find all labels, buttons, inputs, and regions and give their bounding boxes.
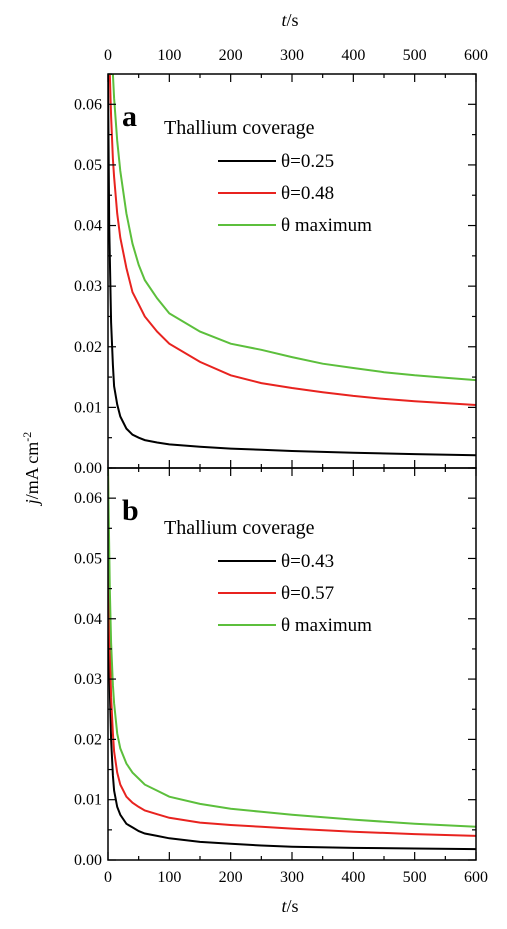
panel-b-series-line-1	[108, 498, 476, 851]
panel-b-legend-label-1: θ=0.43	[281, 551, 334, 572]
panel-a-y-tick-label: 0.06	[74, 96, 102, 113]
panel-a-y-tick-label: 0.00	[74, 460, 102, 477]
panel-b-y-tick-label: 0.06	[74, 490, 102, 507]
panel-b-series-line-2	[108, 468, 476, 837]
panel-a-series-line-2	[108, 74, 476, 406]
x-tick-label-top: 600	[464, 47, 488, 64]
x-tick-label-bottom: 0	[104, 869, 112, 886]
panel-a-legend-label-3: θ maximum	[281, 215, 372, 236]
panel-b-y-tick-label: 0.05	[74, 550, 102, 567]
panel-a-series-line-3	[108, 74, 476, 382]
x-tick-label-top: 400	[341, 47, 365, 64]
panel-a-legend-label-1: θ=0.25	[281, 151, 334, 172]
panel-b-y-tick-label: 0.00	[74, 852, 102, 869]
x-tick-label-bottom: 100	[157, 869, 181, 886]
panel-b-legend-title: Thallium coverage	[164, 517, 315, 539]
panel-a-legend-label-2: θ=0.48	[281, 183, 334, 204]
y-axis-title: j/mA cm-2	[20, 432, 42, 507]
panel-b-series-group	[108, 468, 476, 851]
panel-a-y-tick-label: 0.04	[74, 218, 102, 235]
x-axis-title-bottom: t/s	[281, 896, 298, 916]
x-tick-label-bottom: 600	[464, 869, 488, 886]
panel-b-y-tick-label: 0.02	[74, 731, 102, 748]
panel-b-y-tick-label: 0.04	[74, 611, 102, 628]
x-tick-label-top: 300	[280, 47, 304, 64]
x-tick-label-bottom: 300	[280, 869, 304, 886]
panel-a-y-tick-label: 0.05	[74, 157, 102, 174]
x-tick-label-top: 200	[219, 47, 243, 64]
panel-a-series-group	[108, 74, 476, 457]
panel-a-legend-title: Thallium coverage	[164, 117, 315, 139]
panel-b-y-tick-label: 0.01	[74, 792, 102, 809]
x-tick-label-bottom: 500	[403, 869, 427, 886]
x-tick-label-top: 500	[403, 47, 427, 64]
x-axis-title-top: t/s	[281, 10, 298, 30]
panel-a-y-tick-label: 0.03	[74, 278, 102, 295]
panel-a-y-tick-label: 0.02	[74, 339, 102, 356]
panel-a-series-line-1	[108, 74, 476, 457]
panel-b-series-line-3	[108, 468, 476, 828]
panel-b-legend-label-2: θ=0.57	[281, 583, 334, 604]
x-tick-label-bottom: 400	[341, 869, 365, 886]
x-tick-label-bottom: 200	[219, 869, 243, 886]
panel-a-letter: a	[122, 100, 137, 133]
panel-b-y-tick-label: 0.03	[74, 671, 102, 688]
panel-a-y-tick-label: 0.01	[74, 399, 102, 416]
panel-b-letter: b	[122, 494, 139, 527]
x-tick-label-top: 100	[157, 47, 181, 64]
panel-b-legend-label-3: θ maximum	[281, 615, 372, 636]
x-tick-label-top: 0	[104, 47, 112, 64]
